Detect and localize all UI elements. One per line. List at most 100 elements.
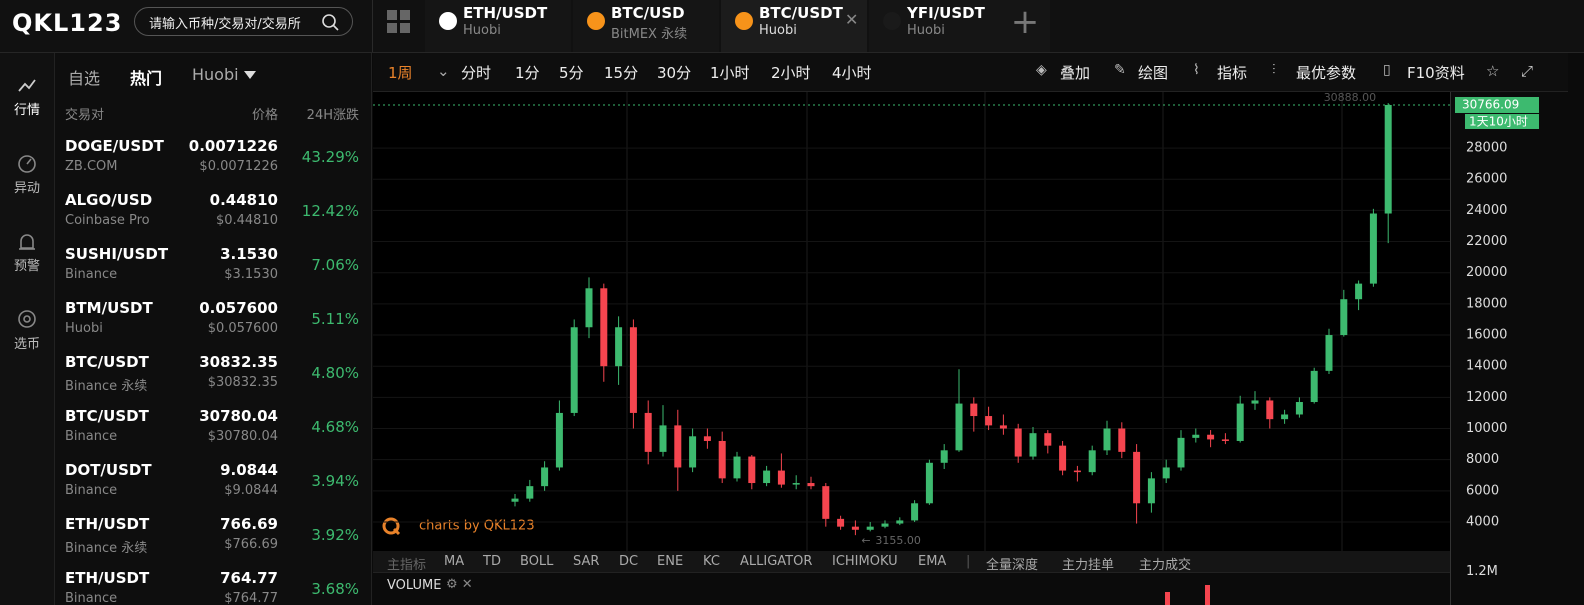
close-tab[interactable]: ✕ [845, 10, 859, 29]
indicator-bar: 主指标 MA TD BOLL SAR DC ENE KC ALLIGATOR ICHIMOKU EM… [373, 551, 1450, 573]
indicator[interactable]: KC [703, 554, 720, 569]
period[interactable]: 15分 [604, 64, 639, 82]
exchange: Binance 永续 [65, 379, 148, 394]
pair: ETH/USDT [65, 515, 150, 533]
tool[interactable]: 绘图 [1138, 64, 1169, 82]
indicator[interactable]: TD [483, 554, 501, 569]
period[interactable]: 1分 [515, 64, 540, 82]
volume-bar [1165, 592, 1170, 605]
nav-item[interactable]: 选币 [0, 309, 54, 352]
y-tick-label: 8000 [1466, 452, 1499, 467]
indicator[interactable]: SAR [573, 554, 600, 569]
market-row[interactable]: DOGE/USDT ZB.COM 0.0071226 $0.0071226 43.29% [55, 133, 371, 187]
period-more[interactable]: ⌄ [437, 62, 450, 80]
tab[interactable]: YFI/USDT Huobi [869, 0, 1015, 52]
indicator[interactable]: 主力挂单 [1062, 558, 1115, 573]
pair: BTC/USDT [65, 407, 149, 425]
candle-body [674, 425, 682, 468]
indicator[interactable]: ICHIMOKU [832, 554, 898, 569]
candle-body [600, 288, 608, 367]
candle-body [1192, 434, 1200, 438]
candle-body [866, 526, 874, 530]
nav-item[interactable]: 异动 [0, 153, 54, 196]
fullscreen[interactable]: ⤢ [1521, 62, 1534, 80]
market-row[interactable]: BTC/USDT Binance 永续 30832.35 $30832.35 4.80% [55, 349, 371, 403]
period[interactable]: 4小时 [832, 64, 872, 82]
column-header[interactable]: 价格 [251, 108, 278, 123]
nav-label: 异动 [13, 181, 40, 196]
indicator[interactable]: 主力成交 [1139, 558, 1192, 573]
logo[interactable]: QKL123 [12, 9, 123, 37]
indicator[interactable]: ALLIGATOR [740, 554, 813, 569]
tool[interactable]: 指标 [1217, 64, 1248, 82]
y-tick-label: 20000 [1466, 265, 1507, 280]
period[interactable]: 5分 [559, 64, 584, 82]
y-tick-label: 22000 [1466, 234, 1507, 249]
watermark: charts by QKL123 [419, 519, 535, 534]
volume-bar [1205, 585, 1210, 605]
indicator[interactable]: BOLL [520, 554, 554, 569]
column-header[interactable]: 24H涨跌 [306, 108, 359, 123]
change: 43.29% [301, 148, 359, 166]
candle-body [585, 288, 593, 328]
indicator[interactable]: EMA [918, 554, 947, 569]
tab-exchange: BitMEX 永续 [611, 27, 688, 42]
pair: ETH/USDT [65, 569, 150, 587]
market-row[interactable]: ALGO/USD Coinbase Pro 0.44810 $0.44810 12.42… [55, 187, 371, 241]
list-tab[interactable]: 热门 [130, 69, 163, 88]
tab[interactable]: ETH/USDT Huobi [425, 0, 571, 52]
add-tab[interactable]: + [1000, 0, 1050, 52]
tool[interactable]: 最优参数 [1296, 64, 1357, 82]
market-row[interactable]: BTM/USDT Huobi 0.057600 $0.057600 5.11% [55, 295, 371, 349]
tab[interactable]: BTC/USD BitMEX 永续 [573, 0, 719, 52]
market-row[interactable]: SUSHI/USDT Binance 3.1530 $3.1530 7.06% [55, 241, 371, 295]
low-marker: 3155.00 [875, 534, 921, 547]
low-marker-arrow: ← [861, 534, 870, 547]
candle-body [1281, 414, 1289, 420]
favorite[interactable]: ☆ [1486, 62, 1500, 80]
search-icon [322, 14, 339, 31]
nav-item[interactable]: 行情 [0, 75, 54, 118]
candle-body [807, 483, 815, 487]
volume-settings[interactable]: ⚙ ✕ [446, 577, 473, 592]
list-tab[interactable]: 自选 [68, 69, 101, 88]
tab[interactable]: BTC/USDT Huobi ✕ [721, 0, 867, 52]
candle-body [1310, 370, 1318, 403]
period[interactable]: 1周 [388, 64, 413, 82]
candle-body [1236, 403, 1244, 441]
candle-body [615, 327, 623, 367]
market-row[interactable]: DOT/USDT Binance 9.0844 $9.0844 3.94% [55, 457, 371, 511]
price-usd: $3.1530 [224, 267, 278, 282]
tab-exchange: Huobi [759, 23, 797, 38]
search-box[interactable]: 请输入币种/交易对/交易所 [134, 7, 353, 36]
y-tick-label: 24000 [1466, 203, 1507, 218]
tool[interactable]: 叠加 [1060, 64, 1091, 82]
y-tick-label: 12000 [1466, 390, 1507, 405]
market-row[interactable]: BTC/USDT Binance 30780.04 $30780.04 4.68% [55, 403, 371, 457]
indicator[interactable]: 全量深度 [986, 558, 1039, 573]
market-list: 自选 热门 Huobi 交易对 价格 24H涨跌 DOGE/USDT ZB.COM… [55, 53, 372, 605]
market-row[interactable]: ETH/USDT Binance 永续 766.69 $766.69 3.92% [55, 511, 371, 565]
nav-icon [18, 79, 36, 92]
indicator[interactable]: ENE [657, 554, 684, 569]
change: 7.06% [311, 256, 359, 274]
change: 5.11% [311, 310, 359, 328]
period[interactable]: 分时 [461, 64, 492, 82]
indicator[interactable]: DC [619, 554, 639, 569]
period[interactable]: 2小时 [771, 64, 811, 82]
dropdown-arrow [244, 71, 256, 79]
candle-body [1295, 402, 1303, 415]
nav-item[interactable]: 预警 [0, 231, 54, 274]
period[interactable]: 30分 [657, 64, 692, 82]
period[interactable]: 1小时 [710, 64, 750, 82]
market-row[interactable]: ETH/USDT Binance 764.77 $764.77 3.68% [55, 565, 371, 605]
indicator[interactable]: MA [444, 554, 465, 569]
change: 3.92% [311, 526, 359, 544]
tool[interactable]: F10资料 [1407, 64, 1465, 82]
y-tick-label: 28000 [1466, 141, 1507, 156]
coin-icon [439, 12, 457, 30]
grid-icon[interactable] [387, 10, 411, 34]
exchange-select[interactable]: Huobi [192, 65, 239, 84]
candle-body [1044, 433, 1052, 446]
change: 3.94% [311, 472, 359, 490]
